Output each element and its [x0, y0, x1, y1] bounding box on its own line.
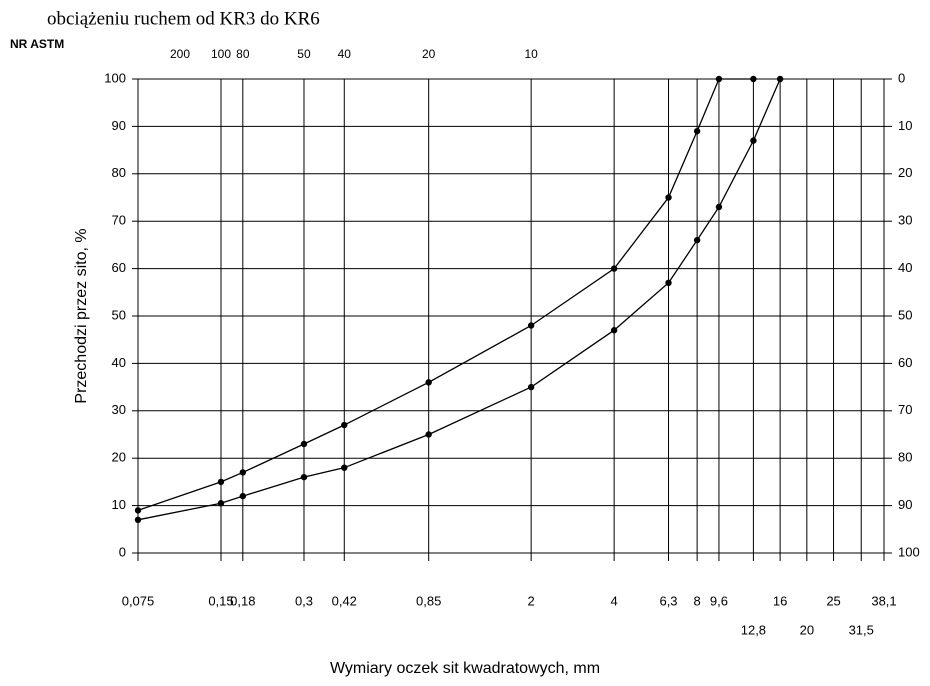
- y-tick-label: 20: [112, 450, 126, 465]
- data-point: [425, 431, 432, 438]
- data-point: [300, 440, 308, 448]
- y-tick-label: 30: [112, 402, 126, 417]
- x-tick-label: 0,18: [230, 593, 255, 608]
- x-tick-label: 0,3: [295, 593, 313, 608]
- data-point: [610, 327, 618, 334]
- data-point: [239, 469, 247, 476]
- y-tick-label: 100: [104, 70, 126, 85]
- y-tick-label: 10: [112, 497, 126, 512]
- data-point: [527, 383, 535, 391]
- data-point: [610, 265, 618, 272]
- y-tick-label: 70: [112, 213, 126, 228]
- data-point: [750, 137, 757, 144]
- y-tick-label: 0: [119, 544, 126, 559]
- y2-tick-label: 0: [898, 70, 905, 85]
- y-tick-label: 80: [112, 165, 126, 180]
- x-tick-label: 0,15: [208, 593, 233, 608]
- x-tick-label: 6,3: [659, 593, 677, 608]
- data-point: [715, 75, 723, 83]
- data-point: [693, 127, 701, 135]
- x-tick-label: 9,6: [710, 593, 728, 608]
- y2-tick-label: 60: [898, 355, 912, 370]
- x-tick-label: 0,85: [416, 593, 441, 608]
- y2-tick-label: 100: [898, 544, 920, 559]
- x-tick-label: 12,8: [741, 622, 766, 637]
- y-tick-label: 90: [112, 118, 126, 133]
- data-point: [300, 473, 308, 481]
- x-tick-label: 2: [528, 593, 535, 608]
- y-tick-label: 50: [112, 307, 126, 322]
- y-tick-label: 40: [112, 355, 126, 370]
- data-point: [715, 203, 723, 211]
- y2-tick-label: 40: [898, 260, 912, 275]
- x-tick-label: 16: [773, 593, 787, 608]
- data-point: [776, 75, 784, 83]
- data-point: [341, 421, 348, 429]
- series-line: [137, 78, 781, 521]
- y2-tick-label: 70: [898, 402, 912, 417]
- x2-tick-label: 200: [170, 47, 190, 61]
- x-tick-label: 4: [611, 593, 618, 608]
- data-point: [217, 478, 225, 486]
- x-tick-label: 20: [800, 622, 814, 637]
- series-line: [137, 78, 754, 511]
- y2-tick-label: 20: [898, 165, 912, 180]
- data-point: [341, 464, 348, 471]
- data-point: [665, 194, 672, 201]
- data-point: [425, 379, 432, 386]
- x2-tick-label: 20: [422, 47, 436, 61]
- y2-tick-label: 50: [898, 307, 912, 322]
- data-point: [527, 322, 535, 329]
- y2-tick-label: 10: [898, 118, 912, 133]
- x2-tick-label: 80: [236, 47, 250, 61]
- data-point: [134, 516, 142, 524]
- y-axis-title: Przechodzi przez sito, %: [73, 228, 90, 403]
- data-point: [665, 279, 672, 287]
- data-point: [750, 75, 757, 83]
- x2-tick-label: 100: [211, 47, 231, 61]
- x-tick-label: 0,42: [332, 593, 357, 608]
- x-tick-label: 31,5: [849, 622, 874, 637]
- x-axis-title: Wymiary oczek sit kwadratowych, mm: [330, 660, 600, 677]
- x2-axis-title: NR ASTM: [10, 37, 64, 51]
- x-tick-label: 0,075: [122, 593, 155, 608]
- data-point: [217, 500, 225, 507]
- chart-title: obciążeniu ruchem od KR3 do KR6: [47, 8, 320, 29]
- y2-tick-label: 80: [898, 450, 912, 465]
- x-tick-label: 8: [694, 593, 701, 608]
- y-tick-label: 60: [112, 260, 126, 275]
- x2-tick-label: 10: [524, 47, 538, 61]
- y2-tick-label: 90: [898, 497, 912, 512]
- x2-tick-label: 40: [338, 47, 352, 61]
- y2-tick-label: 30: [898, 213, 912, 228]
- data-point: [134, 507, 142, 514]
- x-tick-label: 25: [826, 593, 840, 608]
- x-tick-label: 38,1: [871, 593, 896, 608]
- data-point: [239, 492, 247, 500]
- data-point: [693, 236, 701, 244]
- x2-tick-label: 50: [297, 47, 311, 61]
